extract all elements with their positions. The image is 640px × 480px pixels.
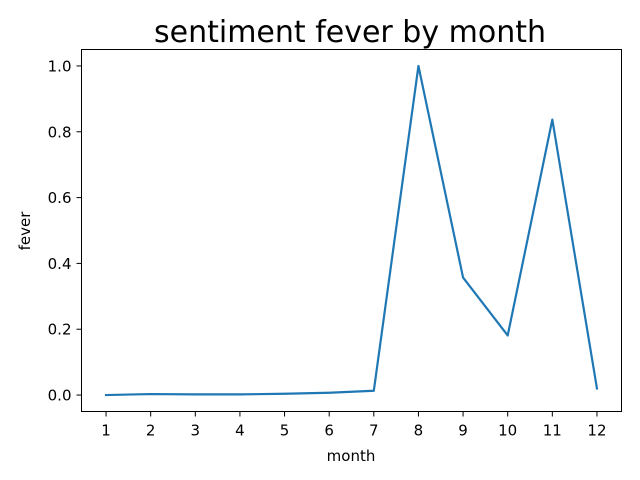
plot-frame — [81, 49, 622, 412]
x-tick-label: 6 — [324, 422, 334, 440]
x-tick-label: 11 — [543, 422, 562, 440]
x-tick-label: 8 — [414, 422, 424, 440]
y-tick-label: 0.6 — [48, 189, 72, 207]
plot-area — [81, 49, 622, 412]
x-tick-label: 3 — [191, 422, 201, 440]
y-tick-label: 0.2 — [48, 321, 72, 339]
x-tick-label: 4 — [235, 422, 245, 440]
x-tick-label: 2 — [146, 422, 156, 440]
x-tick-label: 7 — [369, 422, 379, 440]
y-tick-label: 0.8 — [48, 123, 72, 141]
x-tick-label: 5 — [280, 422, 290, 440]
x-tick-label: 10 — [498, 422, 517, 440]
y-axis: 0.0 0.2 0.4 0.6 0.8 1.0 — [48, 57, 82, 405]
x-axis: 1 2 3 4 5 6 7 8 9 10 11 12 — [101, 411, 607, 440]
y-tick-label: 0.0 — [48, 387, 72, 405]
x-tick-label: 12 — [587, 422, 606, 440]
series-line — [104, 64, 599, 397]
y-axis-label: fever — [16, 211, 34, 251]
y-tick-label: 0.4 — [48, 255, 72, 273]
x-tick-label: 9 — [458, 422, 468, 440]
series-layer — [104, 64, 599, 397]
x-axis-label: month — [327, 447, 376, 465]
y-tick-label: 1.0 — [48, 57, 72, 75]
chart-title: sentiment fever by month — [154, 15, 546, 50]
x-tick-label: 1 — [101, 422, 111, 440]
